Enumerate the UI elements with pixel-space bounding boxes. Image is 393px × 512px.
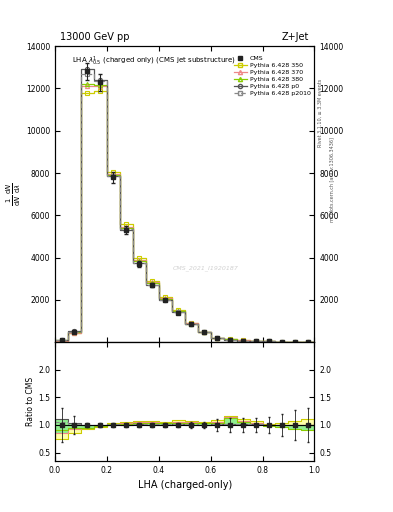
Bar [81, 424, 94, 429]
Bar [94, 424, 107, 426]
Bar [55, 419, 68, 433]
Bar [120, 423, 133, 424]
X-axis label: LHA (charged-only): LHA (charged-only) [138, 480, 232, 490]
Bar [224, 416, 237, 424]
Bar [146, 421, 159, 424]
Bar [263, 425, 275, 426]
Bar [133, 421, 146, 424]
Bar [211, 422, 224, 424]
Bar [301, 425, 314, 431]
Bar [159, 422, 172, 424]
Bar [250, 421, 263, 424]
Bar [172, 422, 185, 424]
Bar [275, 425, 288, 427]
Bar [94, 424, 107, 427]
Text: Rivet 3.1.10, ≥ 3.3M events: Rivet 3.1.10, ≥ 3.3M events [318, 78, 323, 147]
Legend: CMS, Pythia 6.428 350, Pythia 6.428 370, Pythia 6.428 380, Pythia 6.428 p0, Pyth: CMS, Pythia 6.428 350, Pythia 6.428 370,… [231, 53, 313, 98]
Y-axis label: $\frac{1}{\mathrm{d}N}\,\frac{\mathrm{d}N}{\mathrm{d}\lambda}$: $\frac{1}{\mathrm{d}N}\,\frac{\mathrm{d}… [5, 182, 23, 206]
Bar [55, 419, 68, 439]
Text: 13000 GeV pp: 13000 GeV pp [60, 32, 130, 41]
Bar [224, 417, 237, 424]
Bar [185, 422, 198, 424]
Bar [275, 423, 288, 427]
Bar [288, 425, 301, 429]
Bar [198, 421, 211, 425]
Text: LHA $\lambda^{1}_{0.5}$ (charged only) (CMS jet substructure): LHA $\lambda^{1}_{0.5}$ (charged only) (… [72, 55, 236, 68]
Bar [172, 420, 185, 424]
Bar [288, 421, 301, 429]
Text: mcplots.cern.ch [arXiv:1306.3436]: mcplots.cern.ch [arXiv:1306.3436] [330, 137, 334, 222]
Bar [120, 422, 133, 424]
Bar [107, 423, 120, 424]
Bar [263, 423, 275, 426]
Bar [81, 424, 94, 428]
Bar [68, 423, 81, 433]
Bar [301, 419, 314, 431]
Bar [237, 421, 250, 424]
Bar [146, 422, 159, 424]
Y-axis label: Ratio to CMS: Ratio to CMS [26, 377, 35, 426]
Bar [250, 423, 263, 424]
Bar [237, 419, 250, 424]
Bar [185, 421, 198, 424]
Bar [211, 420, 224, 424]
Bar [198, 423, 211, 425]
Text: CMS_2021_I1920187: CMS_2021_I1920187 [173, 265, 239, 271]
Bar [133, 422, 146, 424]
Text: Z+Jet: Z+Jet [282, 32, 309, 41]
Bar [159, 423, 172, 424]
Bar [68, 423, 81, 430]
